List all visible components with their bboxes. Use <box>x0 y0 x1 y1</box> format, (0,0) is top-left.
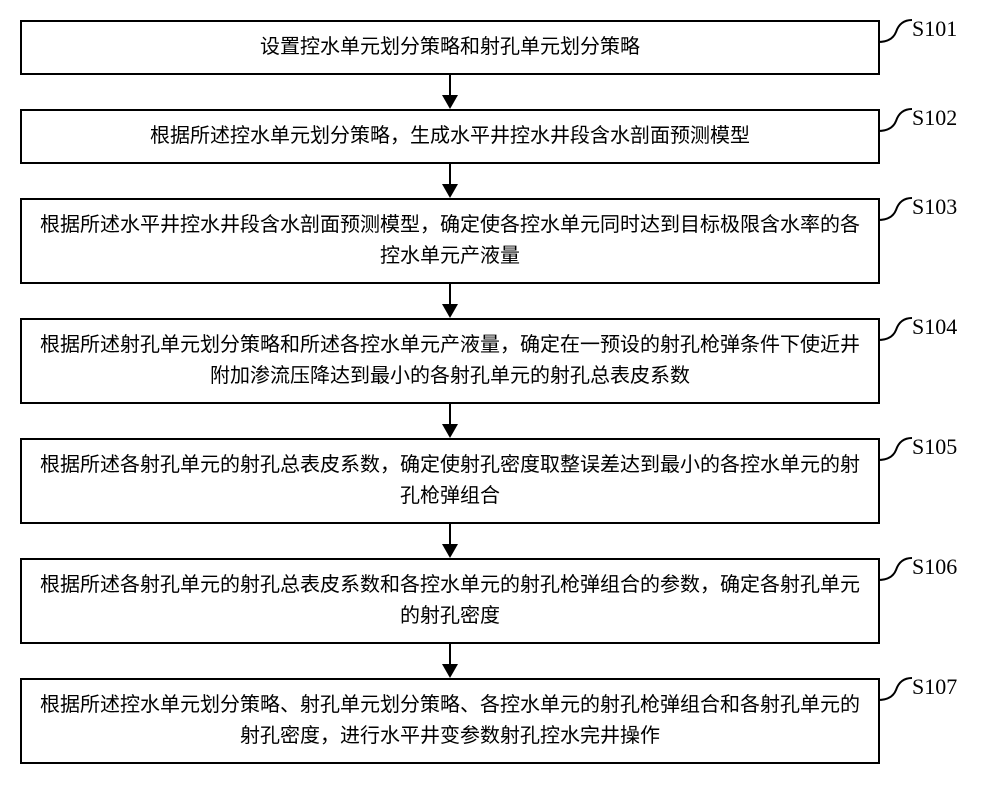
arrow-wrap <box>20 164 880 198</box>
step-box-s105: 根据所述各射孔单元的射孔总表皮系数，确定使射孔密度取整误差达到最小的各控水单元的… <box>20 438 880 524</box>
arrow-wrap <box>20 284 880 318</box>
bracket-icon <box>878 107 912 133</box>
step-id-label: S105 <box>912 434 957 460</box>
bracket-icon <box>878 436 912 462</box>
step-row: 根据所述各射孔单元的射孔总表皮系数和各控水单元的射孔枪弹组合的参数，确定各射孔单… <box>20 558 980 644</box>
step-box-s103: 根据所述水平井控水井段含水剖面预测模型，确定使各控水单元同时达到目标极限含水率的… <box>20 198 880 284</box>
step-row: 根据所述射孔单元划分策略和所述各控水单元产液量，确定在一预设的射孔枪弹条件下使近… <box>20 318 980 404</box>
step-row: 根据所述控水单元划分策略，生成水平井控水井段含水剖面预测模型 S102 <box>20 109 980 164</box>
step-text: 根据所述射孔单元划分策略和所述各控水单元产液量，确定在一预设的射孔枪弹条件下使近… <box>38 330 862 392</box>
step-row: 根据所述各射孔单元的射孔总表皮系数，确定使射孔密度取整误差达到最小的各控水单元的… <box>20 438 980 524</box>
step-id-label: S106 <box>912 554 957 580</box>
step-box-s102: 根据所述控水单元划分策略，生成水平井控水井段含水剖面预测模型 <box>20 109 880 164</box>
step-box-s107: 根据所述控水单元划分策略、射孔单元划分策略、各控水单元的射孔枪弹组合和各射孔单元… <box>20 678 880 764</box>
flowchart: 设置控水单元划分策略和射孔单元划分策略 S101 根据所述控水单元划分策略，生成… <box>20 20 980 764</box>
step-id-label: S102 <box>912 105 957 131</box>
step-text: 根据所述水平井控水井段含水剖面预测模型，确定使各控水单元同时达到目标极限含水率的… <box>38 210 862 272</box>
arrow-down-icon <box>449 75 451 109</box>
arrow-down-icon <box>449 164 451 198</box>
arrow-down-icon <box>449 284 451 318</box>
arrow-wrap <box>20 524 880 558</box>
bracket-icon <box>878 18 912 44</box>
step-text: 根据所述各射孔单元的射孔总表皮系数和各控水单元的射孔枪弹组合的参数，确定各射孔单… <box>38 570 862 632</box>
step-row: 根据所述水平井控水井段含水剖面预测模型，确定使各控水单元同时达到目标极限含水率的… <box>20 198 980 284</box>
step-text: 设置控水单元划分策略和射孔单元划分策略 <box>260 32 640 63</box>
bracket-icon <box>878 196 912 222</box>
arrow-down-icon <box>449 524 451 558</box>
step-text: 根据所述控水单元划分策略、射孔单元划分策略、各控水单元的射孔枪弹组合和各射孔单元… <box>38 690 862 752</box>
bracket-icon <box>878 676 912 702</box>
step-text: 根据所述控水单元划分策略，生成水平井控水井段含水剖面预测模型 <box>150 121 750 152</box>
arrow-wrap <box>20 644 880 678</box>
bracket-icon <box>878 556 912 582</box>
step-row: 设置控水单元划分策略和射孔单元划分策略 S101 <box>20 20 980 75</box>
bracket-icon <box>878 316 912 342</box>
step-box-s106: 根据所述各射孔单元的射孔总表皮系数和各控水单元的射孔枪弹组合的参数，确定各射孔单… <box>20 558 880 644</box>
step-box-s101: 设置控水单元划分策略和射孔单元划分策略 <box>20 20 880 75</box>
arrow-down-icon <box>449 644 451 678</box>
step-id-label: S103 <box>912 194 957 220</box>
arrow-down-icon <box>449 404 451 438</box>
arrow-wrap <box>20 404 880 438</box>
arrow-wrap <box>20 75 880 109</box>
step-id-label: S104 <box>912 314 957 340</box>
step-id-label: S107 <box>912 674 957 700</box>
step-text: 根据所述各射孔单元的射孔总表皮系数，确定使射孔密度取整误差达到最小的各控水单元的… <box>38 450 862 512</box>
step-row: 根据所述控水单元划分策略、射孔单元划分策略、各控水单元的射孔枪弹组合和各射孔单元… <box>20 678 980 764</box>
step-box-s104: 根据所述射孔单元划分策略和所述各控水单元产液量，确定在一预设的射孔枪弹条件下使近… <box>20 318 880 404</box>
step-id-label: S101 <box>912 16 957 42</box>
